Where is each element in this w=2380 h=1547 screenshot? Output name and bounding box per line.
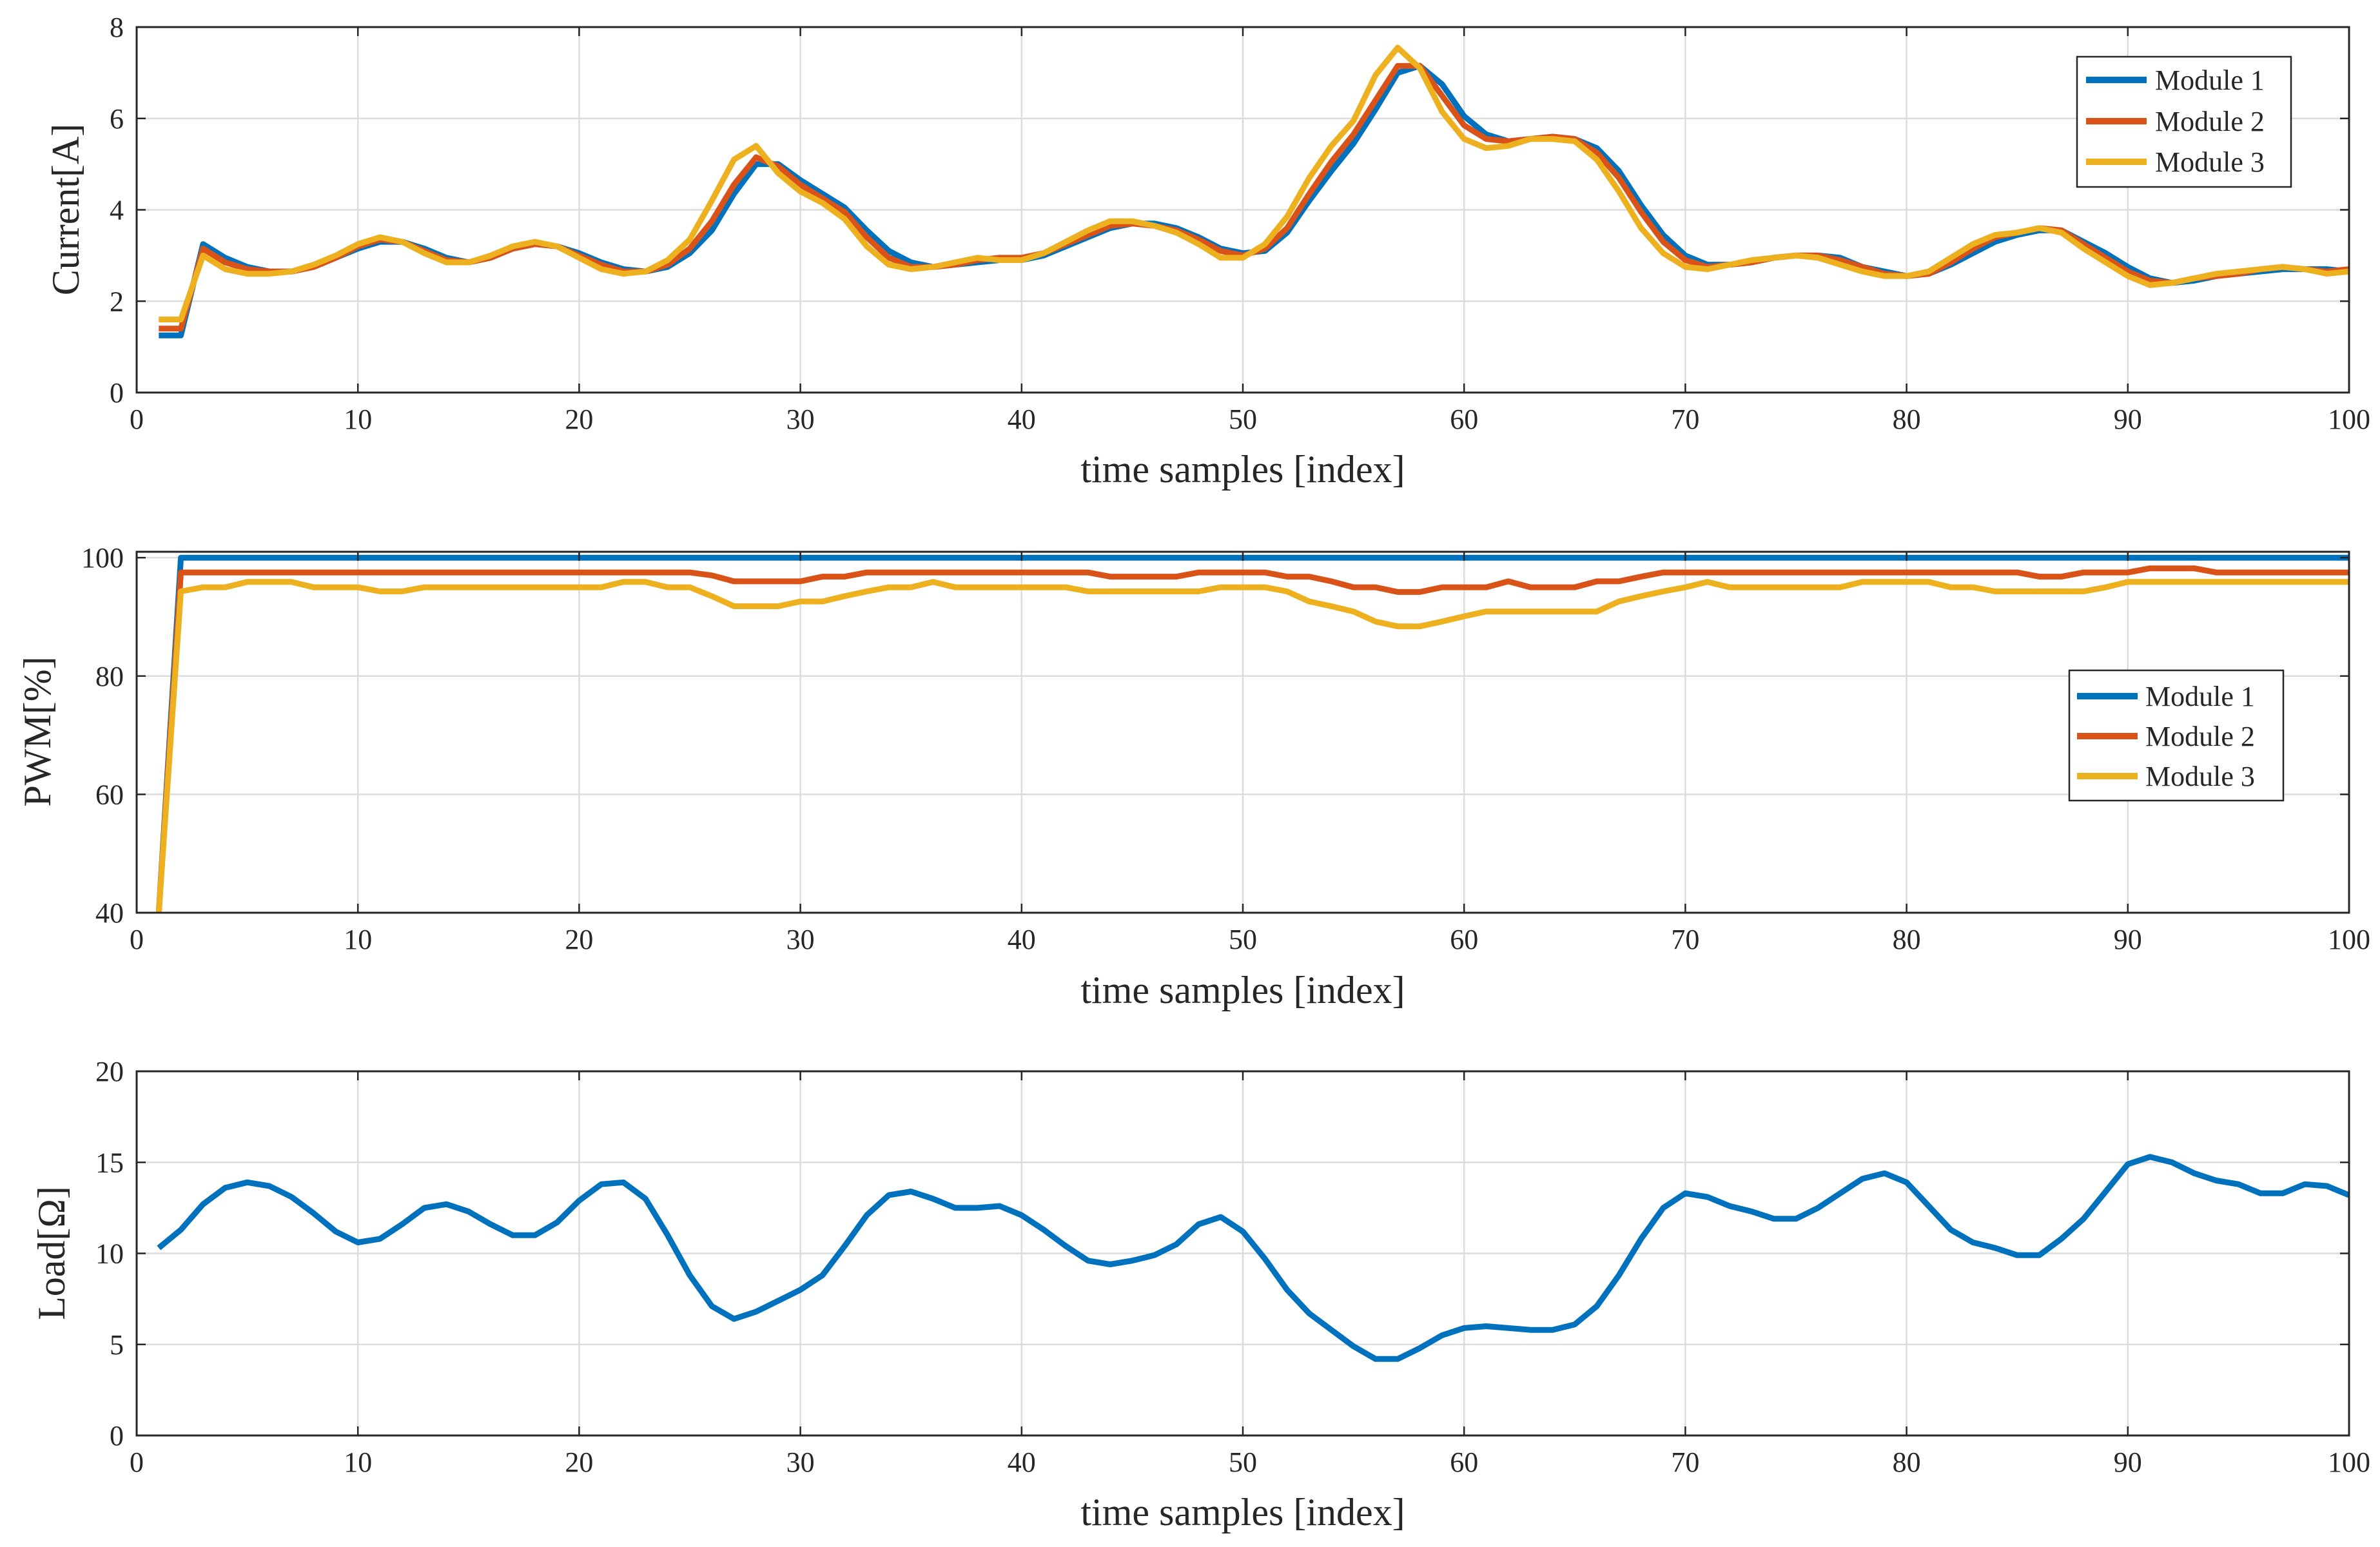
load-xlabel: time samples [index] xyxy=(1080,1491,1405,1533)
current-xtick-label: 20 xyxy=(565,404,593,435)
current-legend: Module 1 Module 2 Module 3 xyxy=(2076,55,2292,188)
current-xlabel: time samples [index] xyxy=(1080,448,1405,491)
current-series-module-3 xyxy=(159,44,2350,323)
pwm-ytick-label: 80 xyxy=(95,661,124,692)
pwm-xtick-label: 20 xyxy=(565,924,593,955)
load-xtick-label: 90 xyxy=(2114,1446,2142,1478)
load-ytick-label: 15 xyxy=(95,1147,124,1178)
pwm-legend-label-module-1: Module 1 xyxy=(2145,681,2255,712)
current-xtick-label: 60 xyxy=(1450,404,1478,435)
current-xtick-label: 50 xyxy=(1229,404,1257,435)
pwm-legend: Module 1 Module 2 Module 3 xyxy=(2068,669,2285,802)
pwm-xtick-label: 60 xyxy=(1450,924,1478,955)
load-xtick-label: 40 xyxy=(1008,1446,1036,1478)
current-xtick-label: 80 xyxy=(1893,404,1921,435)
pwm-ylabel: PWM[%] xyxy=(16,656,59,806)
pwm-series-module-3 xyxy=(155,579,2349,913)
load-ytick-label: 10 xyxy=(95,1238,124,1270)
current-xtick-label: 70 xyxy=(1671,404,1699,435)
pwm-legend-label-module-3: Module 3 xyxy=(2145,761,2255,792)
load-xtick-label: 50 xyxy=(1229,1446,1257,1478)
pwm-xtick-label: 90 xyxy=(2114,924,2142,955)
load-xtick-label: 80 xyxy=(1893,1446,1921,1478)
current-panel: 0 10 20 30 40 50 60 70 80 90 100 0 2 4 6 8 time samples… xyxy=(44,12,2370,491)
current-xtick-label: 100 xyxy=(2328,404,2370,435)
current-xtick-label: 90 xyxy=(2114,404,2142,435)
current-ytick-label: 8 xyxy=(110,12,124,43)
current-xtick-label: 40 xyxy=(1008,404,1036,435)
current-ytick-label: 0 xyxy=(110,377,124,409)
pwm-xtick-label: 70 xyxy=(1671,924,1699,955)
current-xtick-label: 10 xyxy=(344,404,372,435)
load-ylabel: Load[Ω] xyxy=(30,1186,73,1320)
current-legend-label-module-3: Module 3 xyxy=(2155,146,2265,178)
pwm-xtick-label: 10 xyxy=(344,924,372,955)
current-legend-label-module-2: Module 2 xyxy=(2155,106,2265,137)
pwm-ytick-label: 100 xyxy=(81,542,124,574)
load-xtick-label: 30 xyxy=(786,1446,815,1478)
pwm-xtick-label: 0 xyxy=(130,924,144,955)
pwm-panel: 0 10 20 30 40 50 60 70 80 90 100 40 60 80 100 time sam… xyxy=(16,542,2370,1011)
current-ylabel: Current[A] xyxy=(44,124,87,296)
load-ytick-label: 20 xyxy=(95,1056,124,1087)
load-xtick-label: 10 xyxy=(344,1446,372,1478)
current-ytick-label: 2 xyxy=(110,286,124,317)
load-panel: 0 10 20 30 40 50 60 70 80 90 100 0 5 10 15 20 time samp… xyxy=(30,1056,2370,1533)
pwm-legend-label-module-2: Module 2 xyxy=(2145,721,2255,752)
load-xtick-label: 70 xyxy=(1671,1446,1699,1478)
load-series-load xyxy=(157,1154,2350,1362)
pwm-xtick-label: 30 xyxy=(786,924,815,955)
load-xtick-label: 20 xyxy=(565,1446,593,1478)
pwm-xtick-label: 40 xyxy=(1008,924,1036,955)
pwm-series-module-2 xyxy=(155,565,2349,913)
pwm-series-module-1 xyxy=(155,554,2349,913)
pwm-xlabel: time samples [index] xyxy=(1080,969,1405,1011)
current-xtick-label: 30 xyxy=(786,404,815,435)
pwm-xtick-label: 100 xyxy=(2328,924,2370,955)
current-xtick-label: 0 xyxy=(130,404,144,435)
pwm-xtick-label: 80 xyxy=(1893,924,1921,955)
load-ytick-label: 5 xyxy=(110,1329,124,1361)
pwm-xtick-label: 50 xyxy=(1229,924,1257,955)
current-ytick-label: 6 xyxy=(110,103,124,135)
load-xtick-label: 100 xyxy=(2328,1446,2370,1478)
pwm-ytick-label: 40 xyxy=(95,897,124,929)
current-legend-label-module-1: Module 1 xyxy=(2155,64,2265,96)
pwm-ytick-label: 60 xyxy=(95,779,124,810)
load-ytick-label: 0 xyxy=(110,1420,124,1452)
current-ytick-label: 4 xyxy=(110,195,124,226)
load-xtick-label: 60 xyxy=(1450,1446,1478,1478)
load-xtick-label: 0 xyxy=(130,1446,144,1478)
